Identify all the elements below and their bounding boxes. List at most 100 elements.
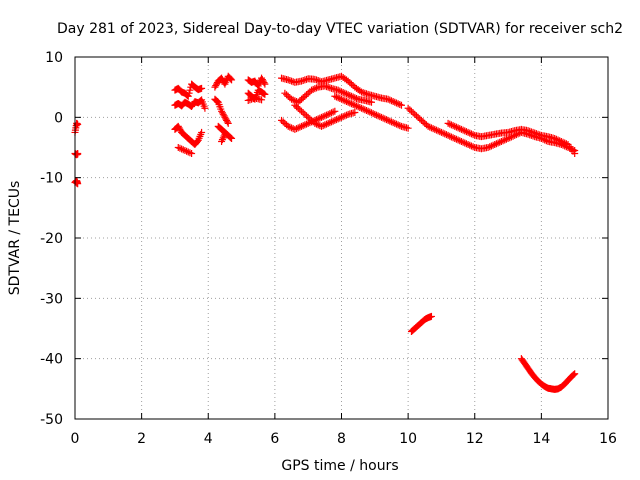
x-tick-label: 0 [71,431,80,447]
data-point [323,83,331,91]
data-point [294,104,302,112]
data-point [501,136,509,144]
data-point [299,122,307,130]
data-point [313,76,321,84]
data-point [339,113,347,121]
data-point [331,116,339,124]
data-point [301,92,309,100]
data-point [532,130,540,138]
data-point [382,116,390,124]
data-point [339,88,347,96]
data-point [299,77,307,85]
data-point [278,116,286,124]
data-point [261,90,269,98]
data-point [338,95,345,103]
data-point [298,107,306,115]
data-point [469,143,477,151]
data-point [308,116,316,124]
data-point [303,91,311,99]
data-point [329,108,337,116]
data-point [291,125,299,133]
data-point [454,124,462,132]
data-point [391,119,399,127]
data-point [529,128,537,136]
data-point [334,115,342,123]
data-point [536,131,544,139]
data-point [176,144,184,152]
data-point [304,119,312,127]
data-point [301,110,309,118]
data-point [552,135,560,143]
data-point [352,102,360,110]
data-point [328,109,336,117]
data-point [379,114,387,122]
data-point [381,115,389,123]
data-point [311,85,319,93]
data-point [439,129,447,137]
data-point [484,144,492,151]
data-point [222,115,230,123]
x-tick-label: 14 [532,431,550,447]
data-point [174,122,182,130]
data-point [303,120,311,128]
data-point [244,96,252,104]
data-point [331,92,339,100]
data-point [374,112,382,120]
y-tick-label: -40 [40,352,63,368]
data-point [188,150,196,158]
data-point [298,77,306,85]
data-point [407,107,415,115]
data-point [562,140,570,148]
data-point [311,75,319,83]
data-point [347,92,355,100]
data-point [557,137,565,145]
data-point [504,134,512,142]
data-point [342,90,350,98]
data-point [228,76,236,84]
data-point [323,111,331,119]
data-point [437,128,445,136]
data-point [344,91,352,99]
data-point [321,82,329,90]
data-point [301,121,309,129]
data-point [502,135,510,143]
data-point [396,122,404,130]
x-tick-labels: 0 2 4 6 8 10 12 14 16 [71,431,617,447]
data-point [227,75,235,83]
x-tick-label: 10 [399,431,417,447]
data-point [298,95,306,103]
data-point [457,125,465,133]
data-point [362,107,370,115]
data-point [442,131,450,139]
data-point [406,106,414,114]
data-point [321,121,329,129]
data-point [260,90,268,98]
data-point [286,123,294,131]
data-point [281,119,289,127]
data-point [333,116,341,124]
data-point [321,112,329,120]
y-tick-label: -20 [40,231,63,247]
data-point [496,138,504,146]
data-point [324,110,332,118]
x-tick-label: 2 [137,431,146,447]
data-point [524,127,532,135]
data-point [73,179,81,187]
data-point [452,135,460,143]
data-point [424,122,432,130]
data-point [551,134,559,142]
data-point [228,134,236,142]
data-point [179,146,187,154]
data-point [296,97,304,105]
data-point [291,101,299,109]
data-point [219,110,227,118]
data-point [367,98,375,106]
data-point [351,101,359,109]
data-point [389,119,397,127]
data-point [531,129,539,137]
data-point [441,130,449,138]
data-point [333,93,341,101]
data-point [286,77,294,85]
data-point [447,121,455,129]
y-tick-label: -10 [40,171,63,187]
